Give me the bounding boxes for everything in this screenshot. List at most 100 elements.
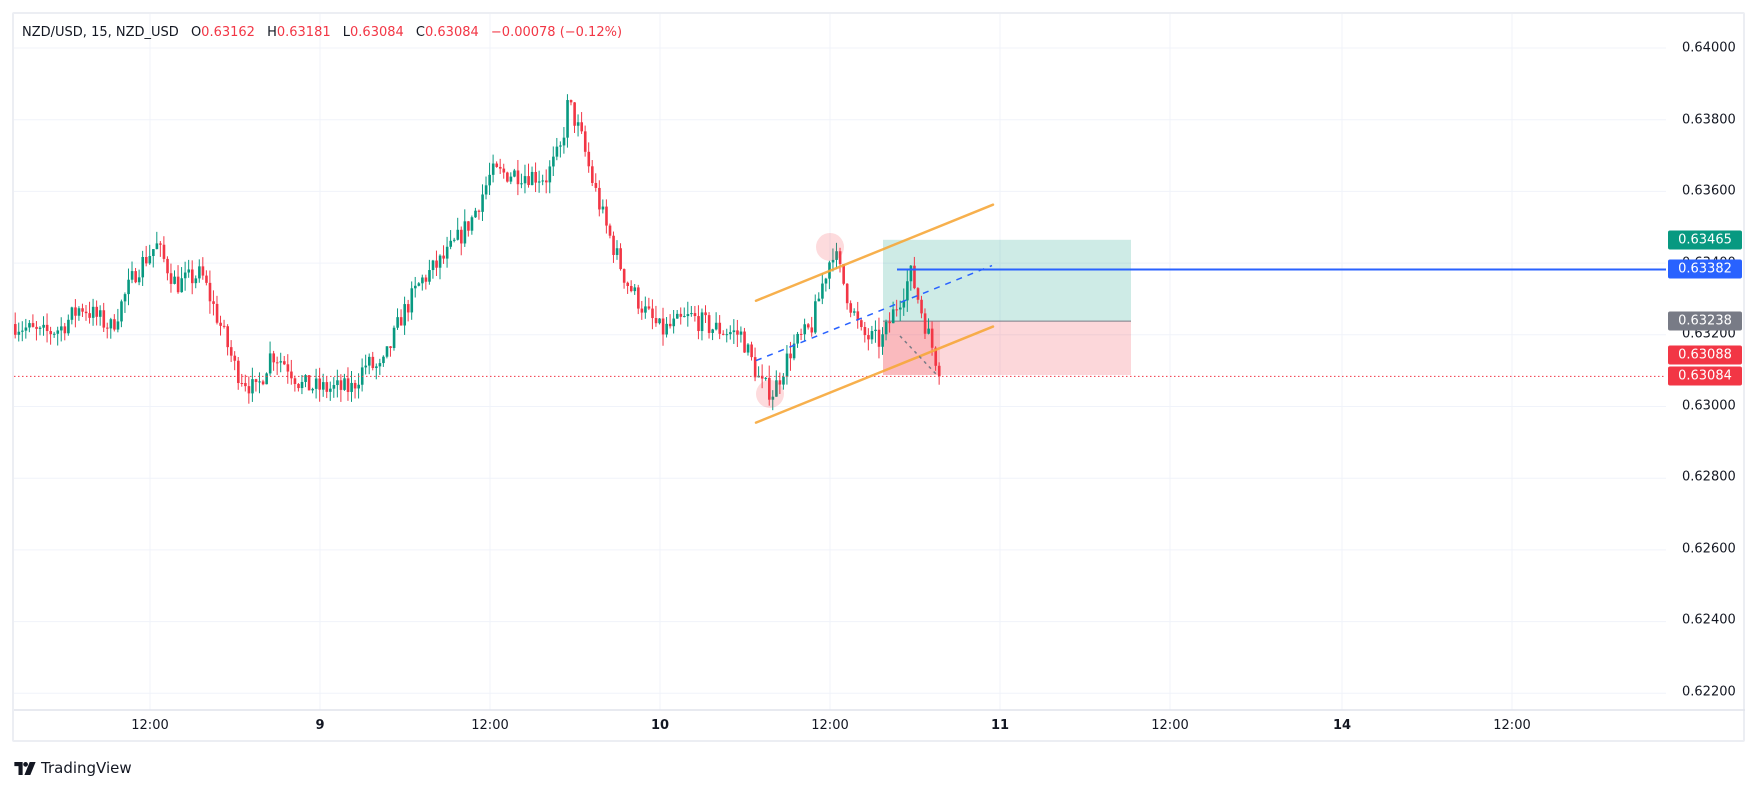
- symbol-title[interactable]: NZD/USD, 15, NZD_USD: [22, 25, 179, 40]
- candle-body: [268, 353, 272, 374]
- candle-body: [414, 285, 417, 289]
- candle-body: [452, 239, 456, 241]
- candle-body: [24, 327, 28, 331]
- candle-body: [906, 281, 909, 301]
- candle-body: [527, 176, 530, 186]
- candle-body: [693, 313, 697, 317]
- drawings-layer[interactable]: [14, 203, 1666, 424]
- candle-body: [743, 331, 746, 353]
- candle-body: [339, 380, 343, 390]
- candle-body: [930, 328, 934, 348]
- candle-body: [329, 388, 332, 392]
- candle-body: [350, 382, 353, 392]
- close-label: C: [415, 25, 425, 40]
- candle-body: [559, 145, 562, 147]
- chart-frame: [12, 12, 1745, 742]
- candle-body: [251, 379, 254, 394]
- candle-body: [191, 269, 194, 284]
- candle-body: [410, 288, 414, 313]
- candle-body: [580, 122, 583, 132]
- candle-body: [52, 333, 56, 335]
- candle-body: [909, 265, 913, 282]
- candle-body: [838, 251, 842, 264]
- candle-body: [144, 257, 148, 264]
- candle-body: [753, 357, 757, 378]
- candle-body: [665, 323, 668, 335]
- open-value: 0.63162: [201, 25, 255, 40]
- candle-body: [700, 312, 704, 332]
- candle-body: [406, 304, 410, 313]
- candle-body: [612, 235, 615, 255]
- candle-body: [237, 360, 240, 384]
- candle-body: [208, 282, 212, 302]
- candle-body: [98, 310, 102, 317]
- candle-body: [95, 306, 99, 317]
- candle-body: [385, 346, 389, 357]
- highlight-circle: [816, 232, 844, 261]
- candle-body: [67, 319, 70, 334]
- candle-body: [152, 249, 155, 257]
- candle-body: [442, 255, 445, 259]
- candle-body: [176, 276, 180, 293]
- price-tick: 0.64000: [1682, 40, 1736, 56]
- candle-body: [283, 361, 286, 365]
- candle-body: [130, 271, 134, 280]
- candle-body: [594, 182, 598, 188]
- candle-body: [304, 375, 307, 382]
- candle-body: [899, 307, 902, 310]
- candle-body: [654, 318, 658, 324]
- candle-body: [934, 347, 937, 366]
- candle-body: [732, 330, 736, 333]
- high-label: H: [267, 25, 277, 40]
- candle-body: [810, 327, 814, 333]
- candle-body: [562, 137, 566, 146]
- candle-body: [569, 100, 573, 103]
- horizontal-line-price-label: 0.63382: [1668, 259, 1742, 279]
- candle-body: [591, 166, 594, 183]
- candle-body: [817, 298, 821, 302]
- time-tick: 11: [990, 718, 1010, 733]
- candle-body: [222, 325, 226, 327]
- candle-body: [888, 321, 891, 324]
- candle-body: [113, 319, 116, 330]
- candle-body: [927, 328, 930, 334]
- change-value: −0.00078 (−0.12%): [490, 25, 623, 40]
- candle-body: [806, 324, 810, 328]
- candle-body: [403, 304, 406, 326]
- candle-body: [884, 321, 888, 335]
- candle-body: [658, 318, 661, 324]
- candle-body: [229, 347, 233, 356]
- highlight-circle: [756, 379, 784, 408]
- brand-name: TradingView: [41, 759, 132, 777]
- candle-body: [729, 332, 732, 335]
- candle-body: [261, 381, 265, 385]
- candle-body: [45, 324, 49, 332]
- candle-body: [438, 255, 442, 268]
- time-tick: 12:00: [811, 718, 849, 733]
- candle-body: [739, 331, 743, 335]
- candle-body: [244, 383, 247, 387]
- candle-body: [84, 311, 88, 314]
- open-label: O: [190, 25, 202, 40]
- candle-body: [714, 322, 718, 330]
- candle-body: [622, 269, 626, 283]
- candle-body: [566, 100, 569, 138]
- candle-body: [353, 382, 357, 389]
- candle-body: [860, 320, 863, 328]
- candle-body: [254, 379, 258, 382]
- candle-body: [155, 243, 159, 250]
- stop-price-label: 0.63088: [1668, 345, 1742, 365]
- candle-body: [318, 378, 322, 390]
- time-tick: 12:00: [1151, 718, 1189, 733]
- candle-body: [672, 318, 676, 327]
- candle-body: [530, 171, 534, 186]
- candle-body: [428, 270, 431, 282]
- candle-body: [74, 307, 77, 316]
- long-position-tool[interactable]: [883, 239, 1131, 375]
- tradingview-logo[interactable]: TradingView: [14, 759, 132, 777]
- candle-body: [42, 324, 45, 328]
- candle-body: [63, 326, 67, 334]
- tradingview-logo-icon: [14, 761, 36, 775]
- candle-body: [183, 272, 187, 279]
